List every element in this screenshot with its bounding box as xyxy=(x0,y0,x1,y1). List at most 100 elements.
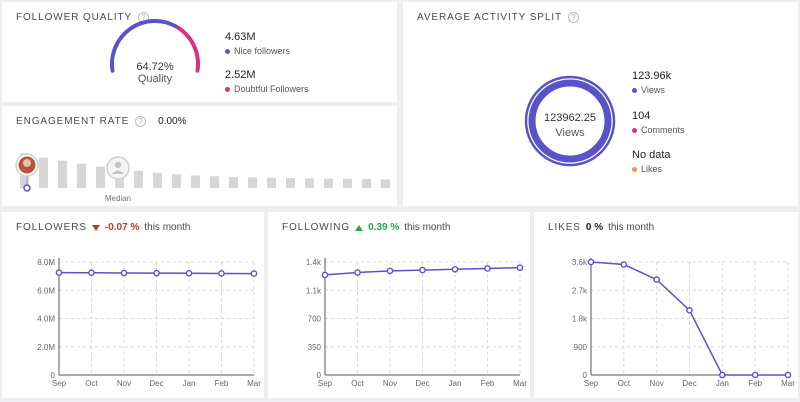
following-chart-card: FOLLOWING 0.39 % this month 0 350 700 1.1k 1… xyxy=(268,212,530,398)
gauge-doubtful-arc xyxy=(173,24,200,73)
followers-change-suffix: this month xyxy=(144,222,191,233)
trend-up-icon xyxy=(355,224,364,231)
activity-donut: 123962.25 Views xyxy=(524,75,616,167)
likes-line-chart: 0 900 1.8k 2.7k 3.6k Sep Oct Nov Dec Jan Feb Mar xyxy=(572,258,795,388)
engagement-bar xyxy=(305,178,314,188)
activity-split-title-text: AVERAGE ACTIVITY SPLIT xyxy=(417,12,563,23)
data-point[interactable] xyxy=(719,371,726,379)
data-point[interactable] xyxy=(620,261,628,268)
data-point[interactable] xyxy=(419,266,426,274)
help-icon[interactable]: ? xyxy=(568,12,580,23)
data-point[interactable] xyxy=(686,307,693,314)
comments-label: Comments xyxy=(641,125,685,135)
x-tick-label: Sep xyxy=(318,379,333,388)
activity-donut-outer-ring xyxy=(524,75,616,167)
followers-chart-title-text: FOLLOWERS xyxy=(16,222,87,233)
data-point[interactable] xyxy=(451,265,459,273)
comments-dot xyxy=(632,127,637,133)
data-point[interactable] xyxy=(354,269,361,276)
data-point[interactable] xyxy=(484,265,491,272)
trend-down-icon xyxy=(91,224,100,231)
likes-value: No data xyxy=(632,149,671,161)
help-icon[interactable]: ? xyxy=(135,116,147,127)
data-point[interactable] xyxy=(386,267,394,275)
engagement-distribution: Median xyxy=(15,153,390,203)
data-point[interactable] xyxy=(250,270,258,277)
engagement-bar xyxy=(343,178,352,188)
median-user-body-icon xyxy=(112,170,124,174)
data-point[interactable] xyxy=(120,269,128,277)
x-tick-label: Mar xyxy=(781,379,795,388)
x-tick-label: Jan xyxy=(716,379,729,388)
data-point[interactable] xyxy=(751,371,759,379)
x-tick-label: Sep xyxy=(584,379,599,388)
x-tick-label: Feb xyxy=(748,379,762,388)
x-tick-label: Mar xyxy=(247,379,261,388)
views-dot xyxy=(632,87,637,93)
likes-stat: No data Likes xyxy=(632,149,671,174)
data-point[interactable] xyxy=(185,270,193,277)
engagement-bar xyxy=(134,170,143,188)
data-point[interactable] xyxy=(153,269,160,277)
y-tick-label: 1.1k xyxy=(306,286,322,295)
x-tick-label: Nov xyxy=(650,379,664,388)
x-tick-label: Oct xyxy=(618,379,631,388)
data-point[interactable] xyxy=(321,271,329,279)
quality-gauge: 64.72% Quality xyxy=(110,19,200,85)
data-point[interactable] xyxy=(516,264,524,271)
likes-change-suffix: this month xyxy=(608,222,655,233)
data-point[interactable] xyxy=(88,269,95,277)
x-tick-label: Nov xyxy=(117,379,131,388)
engagement-bar xyxy=(362,178,371,188)
y-tick-label: 4.0M xyxy=(37,315,55,324)
views-label: Views xyxy=(641,85,665,95)
likes-chart-title-text: LIKES xyxy=(548,222,581,233)
activity-donut-views-ring xyxy=(528,79,612,163)
engagement-bar xyxy=(229,176,238,188)
y-tick-label: 6.0M xyxy=(37,286,55,295)
likes-label: Likes xyxy=(641,164,663,174)
following-change-suffix: this month xyxy=(404,222,451,233)
account-position-dot xyxy=(23,184,31,192)
data-point[interactable] xyxy=(218,270,225,277)
followers-change: -0.07 % xyxy=(104,222,140,233)
following-chart-title-text: FOLLOWING xyxy=(282,222,351,233)
y-tick-label: 1.4k xyxy=(306,258,322,267)
following-line-chart: 0 350 700 1.1k 1.4k Sep Oct Nov Dec Jan Feb Mar xyxy=(306,258,527,388)
comments-value: 104 xyxy=(632,110,651,122)
data-point[interactable] xyxy=(784,371,792,379)
account-avatar-face xyxy=(23,159,31,167)
engagement-bar xyxy=(210,176,219,188)
gauge-percent: 64.72% xyxy=(136,61,174,73)
engagement-bar xyxy=(58,160,67,188)
y-tick-label: 900 xyxy=(574,343,588,352)
likes-chart-title: LIKES 0 % this month xyxy=(548,222,654,233)
data-point[interactable] xyxy=(587,258,595,266)
nice-followers-label: Nice followers xyxy=(234,46,291,56)
following-chart-title: FOLLOWING 0.39 % this month xyxy=(282,222,450,233)
views-value: 123.96k xyxy=(632,70,672,82)
engagement-bar xyxy=(267,177,276,188)
doubtful-followers-label: Doubtful Followers xyxy=(234,84,309,94)
x-tick-label: Dec xyxy=(149,379,163,388)
x-tick-label: Feb xyxy=(215,379,229,388)
median-label: Median xyxy=(105,194,131,203)
x-tick-label: Dec xyxy=(415,379,429,388)
engagement-bar xyxy=(153,172,162,188)
x-tick-label: Oct xyxy=(85,379,98,388)
engagement-bar xyxy=(381,179,390,188)
data-point[interactable] xyxy=(653,276,660,283)
followers-chart-card: FOLLOWERS -0.07 % this month 0 2.0M 4.0M 6.… xyxy=(2,212,264,398)
data-point[interactable] xyxy=(55,269,63,276)
activity-split-title: AVERAGE ACTIVITY SPLIT ? xyxy=(417,12,580,23)
y-tick-label: 700 xyxy=(308,315,322,324)
nice-followers-count: 4.63M xyxy=(225,31,256,43)
x-tick-label: Oct xyxy=(351,379,364,388)
likes-chart-card: LIKES 0 % this month 0 900 1.8k 2.7k 3.6k Sep… xyxy=(534,212,798,398)
y-tick-label: 8.0M xyxy=(37,258,55,267)
likes-dot xyxy=(632,166,637,172)
comments-stat: 104 Comments xyxy=(632,110,685,135)
activity-center-label: Views xyxy=(555,127,585,139)
followers-line-chart: 0 2.0M 4.0M 6.0M 8.0M Sep Oct Nov Dec Jan Feb Mar xyxy=(37,258,261,388)
y-tick-label: 0 xyxy=(51,371,56,380)
